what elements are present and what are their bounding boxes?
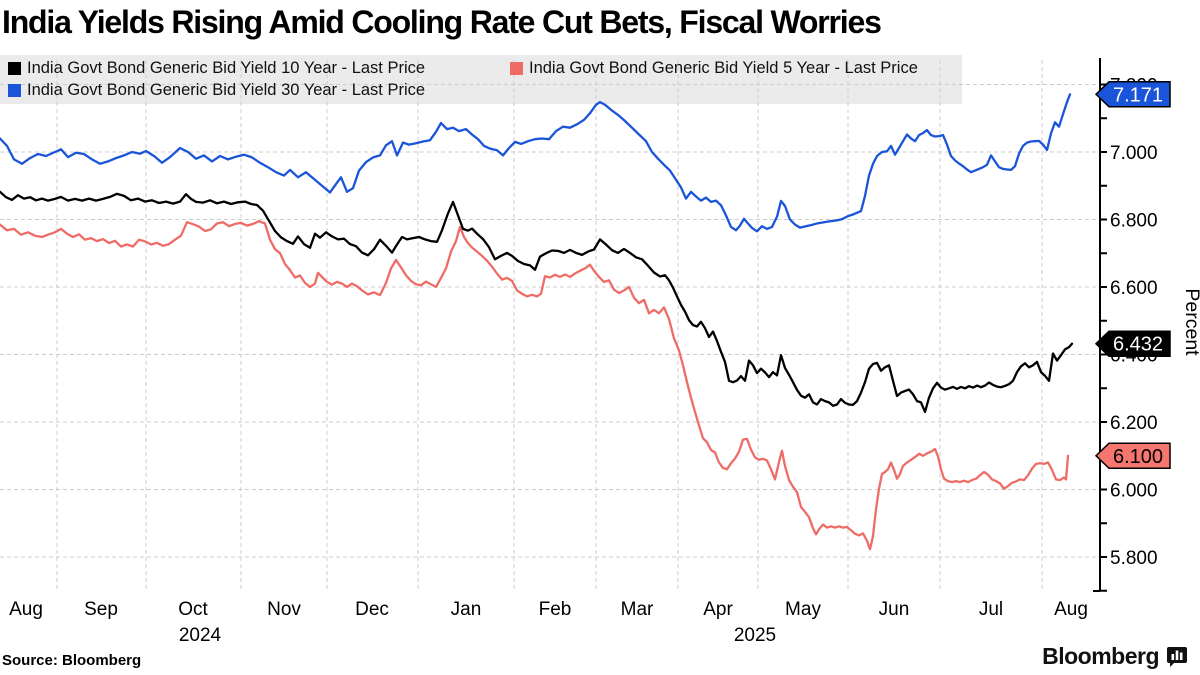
legend-swatch-10-year-icon <box>8 62 21 75</box>
bloomberg-logo: Bloomberg <box>1042 643 1188 670</box>
source-label: Source: Bloomberg <box>2 652 142 669</box>
legend-label-30-year: India Govt Bond Generic Bid Yield 30 Yea… <box>27 81 426 99</box>
price-tag-30yr <box>1094 81 1171 108</box>
x-month-label: Jul <box>979 599 1003 620</box>
x-month-label: Aug <box>9 599 43 620</box>
x-month-label: Oct <box>178 599 208 620</box>
x-month-label: Dec <box>355 599 389 620</box>
x-month-label: Sep <box>84 599 118 620</box>
x-month-label: Nov <box>267 599 301 620</box>
legend-background <box>0 55 962 104</box>
x-year-label: 2024 <box>179 625 222 646</box>
y-axis-unit-label: Percent <box>1181 288 1200 356</box>
y-tick-label: 6.800 <box>1110 211 1158 232</box>
legend-item-10-year: India Govt Bond Generic Bid Yield 10 Yea… <box>8 59 425 78</box>
y-tick-label: 6.200 <box>1110 413 1158 434</box>
price-tag-10yr <box>1094 330 1171 357</box>
legend-label-5-year: India Govt Bond Generic Bid Yield 5 Year… <box>529 59 918 77</box>
legend-item-5-year: India Govt Bond Generic Bid Yield 5 Year… <box>510 59 918 78</box>
legend-item-30-year: India Govt Bond Generic Bid Yield 30 Yea… <box>8 81 425 100</box>
series-line-5yr <box>0 220 1070 551</box>
y-tick-label: 7.000 <box>1110 143 1158 164</box>
price-tag-label-5yr: 6.100 <box>1113 446 1163 468</box>
price-tag-label-10yr: 6.432 <box>1113 334 1163 356</box>
y-tick-label: 6.600 <box>1110 278 1158 299</box>
legend-label-10-year: India Govt Bond Generic Bid Yield 10 Yea… <box>27 59 426 77</box>
x-month-label: May <box>785 599 821 620</box>
x-year-label: 2025 <box>734 625 776 646</box>
chart-title: India Yields Rising Amid Cooling Rate Cu… <box>2 4 882 40</box>
x-month-label: Feb <box>539 599 572 620</box>
y-tick-label: 6.000 <box>1110 481 1158 502</box>
x-month-label: Jan <box>451 599 482 620</box>
x-month-label: Aug <box>1054 599 1088 620</box>
x-month-label: Jun <box>879 599 910 620</box>
series-line-10yr <box>0 190 1074 414</box>
bar-chart-bubble-icon <box>1167 646 1187 667</box>
series-line-30yr <box>0 93 1072 233</box>
legend-swatch-5-year-icon <box>510 62 523 75</box>
x-month-label: Mar <box>621 599 654 620</box>
price-tag-label-30yr: 7.171 <box>1113 84 1163 106</box>
legend-swatch-30-year-icon <box>8 84 21 97</box>
price-tag-5yr <box>1094 442 1171 469</box>
x-month-label: Apr <box>703 599 733 620</box>
bloomberg-logo-text: Bloomberg <box>1042 643 1159 669</box>
y-tick-label: 5.800 <box>1110 548 1158 569</box>
